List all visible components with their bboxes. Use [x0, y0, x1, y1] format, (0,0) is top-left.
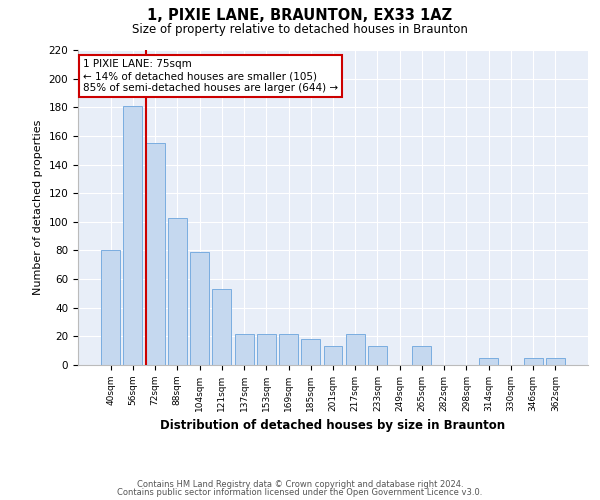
Text: 1, PIXIE LANE, BRAUNTON, EX33 1AZ: 1, PIXIE LANE, BRAUNTON, EX33 1AZ — [148, 8, 452, 22]
Text: Contains HM Land Registry data © Crown copyright and database right 2024.: Contains HM Land Registry data © Crown c… — [137, 480, 463, 489]
Y-axis label: Number of detached properties: Number of detached properties — [33, 120, 43, 295]
Bar — [257, 334, 276, 365]
Bar — [190, 252, 209, 365]
Bar — [101, 250, 120, 365]
Bar — [279, 334, 298, 365]
Bar — [212, 289, 231, 365]
Bar — [479, 358, 498, 365]
Bar — [301, 339, 320, 365]
Bar — [146, 143, 164, 365]
Bar — [323, 346, 343, 365]
Bar — [368, 346, 387, 365]
Bar — [124, 106, 142, 365]
Text: 1 PIXIE LANE: 75sqm
← 14% of detached houses are smaller (105)
85% of semi-detac: 1 PIXIE LANE: 75sqm ← 14% of detached ho… — [83, 60, 338, 92]
Bar — [168, 218, 187, 365]
Bar — [346, 334, 365, 365]
X-axis label: Distribution of detached houses by size in Braunton: Distribution of detached houses by size … — [160, 420, 506, 432]
Bar — [546, 358, 565, 365]
Bar — [412, 346, 431, 365]
Bar — [235, 334, 254, 365]
Text: Size of property relative to detached houses in Braunton: Size of property relative to detached ho… — [132, 22, 468, 36]
Text: Contains public sector information licensed under the Open Government Licence v3: Contains public sector information licen… — [118, 488, 482, 497]
Bar — [524, 358, 542, 365]
